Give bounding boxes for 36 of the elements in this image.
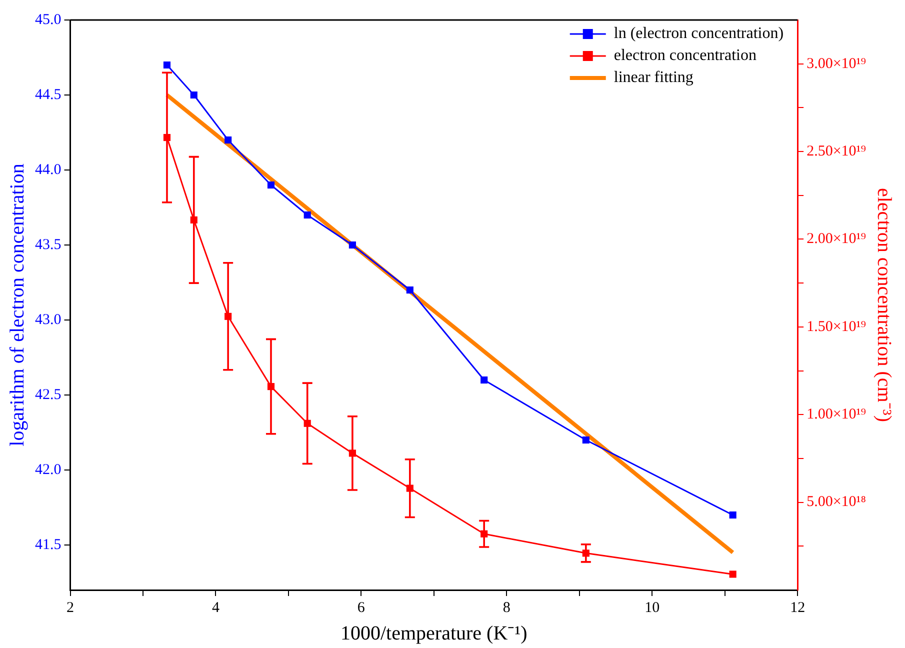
point [729,511,736,519]
y2-tick-label: 3.00×10¹⁹ [806,56,866,72]
legend-label: electron concentration [614,47,756,64]
point [224,136,232,144]
x-tick-label: 4 [212,600,220,616]
y-tick-label: 45.0 [35,12,62,28]
y-tick-label: 43.5 [35,236,62,253]
y-tick-label: 42.0 [35,462,62,478]
point [304,211,311,219]
x-tick-label: 10 [644,600,660,616]
y2-axis-title: electron concentration (cm⁻³) [872,188,895,422]
point [406,286,414,294]
y-tick-label: 43.0 [35,312,62,328]
y-tick-label: 42.5 [35,386,62,403]
y-tick-label: 44.5 [35,86,62,103]
x-tick-label: 6 [357,600,366,616]
y2-tick-label: 1.00×10¹⁹ [806,406,866,423]
x-axis-title: 1000/temperature (K⁻¹) [340,622,528,644]
point [582,436,590,444]
y2-tick-label: 2.00×10¹⁹ [806,231,866,248]
y2-tick-label: 1.50×10¹⁹ [806,318,866,335]
y-tick-label: 44.0 [35,162,62,178]
y-axis-title: logarithm of electron concentration [6,164,28,446]
legend-label: linear fitting [614,69,694,86]
y2-tick-label: 2.50×10¹⁹ [806,143,866,160]
x-tick-label: 8 [502,600,510,616]
y2-tick-label: 5.00×10¹⁸ [806,494,866,510]
legend-label: ln (electron concentration) [614,25,784,42]
point [480,376,488,384]
point [190,91,198,99]
point [348,241,356,249]
y-tick-label: 41.5 [35,536,62,553]
point [163,61,171,69]
point [267,181,275,189]
x-tick-label: 12 [790,600,806,616]
x-tick-label: 2 [66,600,74,616]
